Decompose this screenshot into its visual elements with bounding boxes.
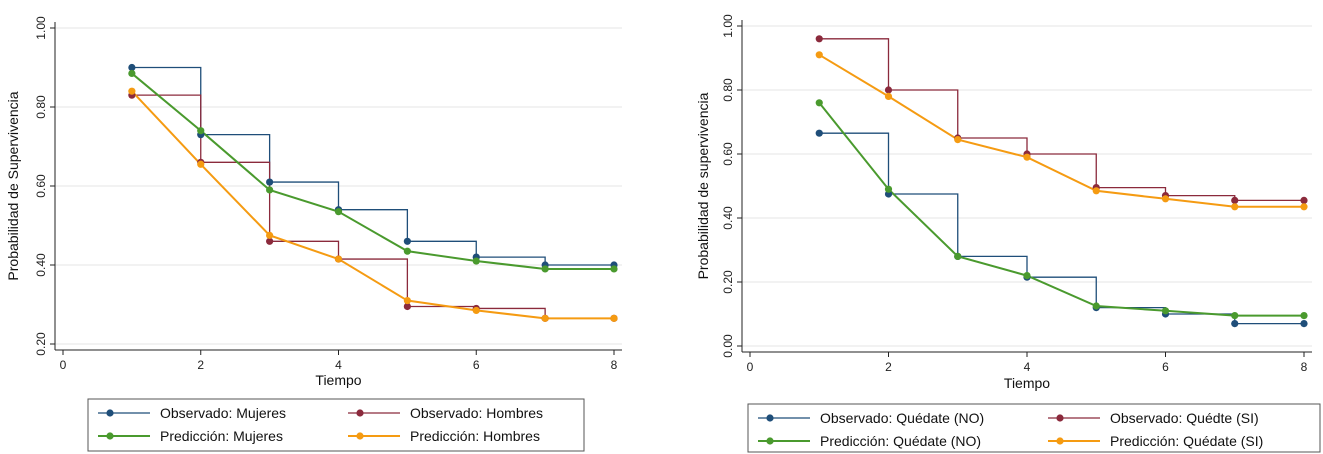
- data-point: [128, 69, 136, 78]
- data-point: [815, 51, 823, 59]
- y-tick-label: 0.00: [721, 334, 735, 358]
- x-tick-label: 2: [197, 358, 204, 372]
- data-point: [1161, 307, 1170, 315]
- y-axis-title: Probabilidad de supervivencia: [695, 92, 711, 279]
- y-tick-label: 1.00: [34, 16, 48, 40]
- data-point: [541, 314, 549, 322]
- y-tick-label: 0.40: [34, 253, 48, 277]
- data-point: [815, 35, 823, 43]
- data-point: [266, 186, 274, 194]
- legend-marker: [356, 409, 364, 417]
- data-point: [403, 247, 411, 255]
- data-point: [128, 63, 136, 72]
- data-point: [1231, 312, 1239, 320]
- data-point: [954, 136, 962, 144]
- data-point: [1300, 196, 1308, 204]
- series-line-1: [819, 38, 1304, 202]
- x-tick-label: 8: [611, 358, 618, 372]
- data-point: [815, 99, 823, 107]
- data-point: [954, 252, 962, 260]
- data-point: [266, 231, 274, 239]
- series-line-3: [818, 53, 1304, 208]
- legend-marker: [766, 437, 774, 445]
- x-tick-label: 4: [335, 358, 342, 372]
- legend-label: Predicción: Quédate (NO): [820, 433, 981, 449]
- data-point: [1231, 320, 1239, 328]
- y-axis-title: Probabilidad de Supervivencia: [5, 91, 21, 280]
- y-tick-label: 0.60: [34, 174, 48, 198]
- legend-box: [87, 398, 585, 452]
- legend-label: Observado: Quédte (SI): [1110, 410, 1259, 426]
- data-point: [1300, 312, 1308, 320]
- legend-marker: [766, 414, 774, 422]
- x-tick-label: 4: [1024, 360, 1031, 374]
- legend-marker: [1056, 437, 1064, 445]
- legend-label: Predicción: Quédate (SI): [1110, 433, 1263, 449]
- series-line-0: [131, 66, 614, 266]
- data-point: [472, 306, 480, 315]
- x-tick-label: 8: [1301, 360, 1308, 374]
- y-tick-label: 0.80: [34, 95, 48, 119]
- series-line-1: [131, 94, 614, 319]
- x-tick-label: 0: [60, 358, 67, 372]
- series-line-2: [818, 102, 1304, 317]
- data-point: [403, 302, 411, 311]
- data-point: [610, 265, 618, 273]
- data-point: [884, 92, 893, 100]
- y-tick-label: 0.20: [721, 270, 735, 294]
- x-tick-label: 0: [747, 360, 754, 374]
- data-point: [1231, 196, 1239, 204]
- data-point: [541, 265, 549, 273]
- data-point: [1231, 203, 1239, 211]
- data-point: [266, 237, 274, 245]
- data-point: [1023, 272, 1031, 280]
- y-tick-label: 0.40: [721, 206, 735, 230]
- data-point: [403, 237, 411, 245]
- data-point: [197, 127, 205, 135]
- legend-marker: [1056, 414, 1064, 422]
- legend-label: Observado: Mujeres: [160, 405, 286, 421]
- data-point: [334, 208, 343, 216]
- data-point: [1300, 203, 1308, 211]
- series-line-2: [131, 72, 614, 270]
- legend-marker: [106, 409, 114, 417]
- x-tick-label: 2: [885, 360, 892, 374]
- data-point: [403, 296, 411, 305]
- data-point: [128, 87, 136, 95]
- x-axis-title: Tiempo: [1004, 375, 1050, 391]
- data-point: [884, 185, 893, 193]
- data-point: [1161, 195, 1170, 203]
- data-point: [266, 178, 274, 186]
- series-line-0: [819, 132, 1304, 325]
- legend-label: Predicción: Mujeres: [160, 428, 283, 444]
- y-tick-label: 1.00: [721, 14, 735, 38]
- legend-marker: [356, 432, 364, 440]
- x-tick-label: 6: [473, 358, 480, 372]
- data-point: [1300, 320, 1308, 328]
- y-tick-label: 0.20: [34, 332, 48, 356]
- y-tick-label: 0.60: [721, 142, 735, 166]
- y-tick-label: 0.80: [721, 78, 735, 102]
- data-point: [472, 257, 480, 265]
- x-tick-label: 6: [1162, 360, 1169, 374]
- data-point: [197, 160, 205, 168]
- data-point: [815, 129, 823, 137]
- series-line-3: [131, 90, 614, 320]
- legend-label: Observado: Quédate (NO): [820, 410, 984, 426]
- data-point: [1092, 302, 1100, 310]
- data-point: [1023, 153, 1031, 161]
- legend-label: Predicción: Hombres: [410, 428, 540, 444]
- x-axis-title: Tiempo: [315, 372, 361, 388]
- data-point: [334, 255, 343, 263]
- data-point: [610, 314, 618, 322]
- data-point: [884, 86, 893, 94]
- legend-box: [747, 403, 1321, 453]
- data-point: [1092, 187, 1100, 195]
- legend-marker: [106, 432, 114, 440]
- legend-label: Observado: Hombres: [410, 405, 543, 421]
